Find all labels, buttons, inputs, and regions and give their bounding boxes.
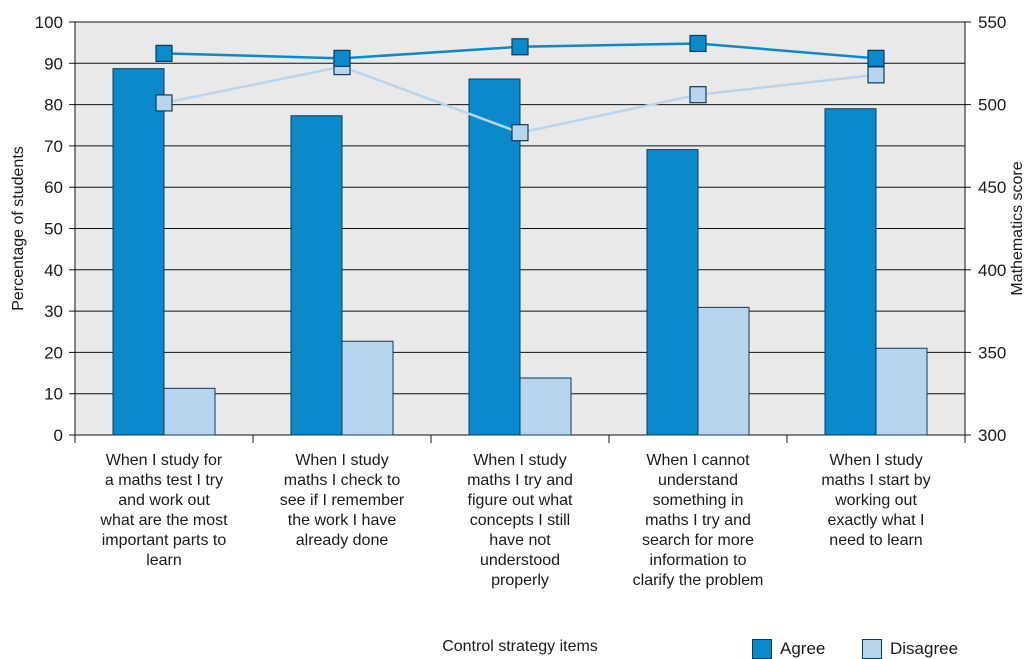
x-axis-title: Control strategy items <box>442 638 598 655</box>
x-category-label-line: maths I try and <box>645 512 751 529</box>
y-tick-label: 90 <box>44 54 63 73</box>
marker-disagree <box>689 86 707 104</box>
marker-disagree <box>867 66 885 84</box>
x-category-label-line: maths I try and <box>467 472 573 489</box>
bar-agree <box>290 115 343 436</box>
x-category-label-line: information to <box>649 552 747 569</box>
bar-disagree <box>875 347 928 436</box>
bar-disagree <box>163 387 216 436</box>
x-category-label-line: have not <box>489 532 551 549</box>
x-category-label-line: understood <box>479 552 561 569</box>
y-axis-title: Percentage of students <box>10 146 27 311</box>
x-category-label-line: see if I remember <box>279 492 405 509</box>
y2-tick-label: 350 <box>978 343 1006 362</box>
bar-disagree <box>697 306 750 436</box>
x-category-label-line: concepts I still <box>469 512 571 529</box>
x-category-label: When I study for a maths test I try and wo… <box>84 451 244 571</box>
x-category-label: When I cannot understand something in maths… <box>618 451 778 591</box>
y2-axis-title: Mathematics score <box>1009 161 1026 295</box>
legend-swatch-disagree <box>862 639 882 659</box>
x-category-label-line: need to learn <box>829 532 923 549</box>
y2-tick-label: 500 <box>978 96 1006 115</box>
x-category-label-line: When I study <box>295 452 389 469</box>
x-category-label-line: important parts to <box>101 532 227 549</box>
legend-label-disagree: Disagree <box>890 639 959 658</box>
legend-label-agree: Agree <box>780 639 826 658</box>
legend-item-agree: Agree <box>752 638 825 659</box>
y2-tick-label: 300 <box>978 426 1006 445</box>
y2-tick-label: 450 <box>978 178 1006 197</box>
x-category-label-line: understand <box>657 472 739 489</box>
y-tick-label: 100 <box>35 13 63 32</box>
bar-disagree <box>519 377 572 436</box>
bar-disagree <box>341 340 394 436</box>
y-tick-label: 70 <box>44 137 63 156</box>
y-tick-label: 20 <box>44 343 63 362</box>
marker-agree <box>867 49 885 67</box>
y2-tick-label: 550 <box>978 13 1006 32</box>
marker-agree <box>689 34 707 53</box>
marker-disagree <box>511 124 529 142</box>
x-category-label-line: When I study <box>829 452 923 469</box>
y-tick-label: 40 <box>44 261 63 280</box>
x-category-label-line: learn <box>146 552 182 569</box>
marker-agree <box>333 49 351 67</box>
marker-disagree <box>155 94 173 112</box>
y-tick-label: 30 <box>44 302 63 321</box>
x-category-label-line: what are the most <box>100 512 228 529</box>
x-category-label-line: When I study for <box>105 452 223 469</box>
marker-agree <box>511 38 529 56</box>
x-category-label-line: already done <box>295 532 389 549</box>
x-category-label-line: maths I start by <box>821 472 931 489</box>
x-category-label-line: exactly what I <box>827 512 925 529</box>
bar-agree <box>824 108 877 436</box>
y-tick-label: 0 <box>54 426 63 445</box>
bar-agree <box>646 149 699 436</box>
x-category-label: When I study maths I start by working out e… <box>796 451 956 551</box>
legend-item-disagree: Disagree <box>862 638 958 659</box>
x-category-label-line: figure out what <box>467 492 573 509</box>
x-category-label-line: working out <box>835 492 917 509</box>
marker-agree <box>155 44 173 62</box>
y-tick-label: 60 <box>44 178 63 197</box>
x-category-label-line: clarify the problem <box>632 572 764 589</box>
y-tick-label: 50 <box>44 220 63 239</box>
x-category-label-line: a maths test I try <box>104 472 224 489</box>
x-category-label-line: properly <box>491 572 549 589</box>
y2-tick-label: 400 <box>978 261 1006 280</box>
x-category-label-line: When I cannot <box>646 452 750 469</box>
y-tick-label: 10 <box>44 385 63 404</box>
x-category-label-line: the work I have <box>287 512 397 529</box>
x-category-label-line: maths I check to <box>283 472 401 489</box>
x-category-label-line: When I study <box>473 452 567 469</box>
x-category-label-line: search for more <box>641 532 755 549</box>
x-category-label-line: something in <box>652 492 744 509</box>
bar-agree <box>112 68 165 436</box>
y-tick-label: 80 <box>44 96 63 115</box>
x-category-label-line: and work out <box>118 492 210 509</box>
legend-swatch-agree <box>752 639 772 659</box>
x-category-label: When I study maths I check to see if I rem… <box>262 451 422 551</box>
x-category-label: When I study maths I try and figure out wh… <box>440 451 600 591</box>
